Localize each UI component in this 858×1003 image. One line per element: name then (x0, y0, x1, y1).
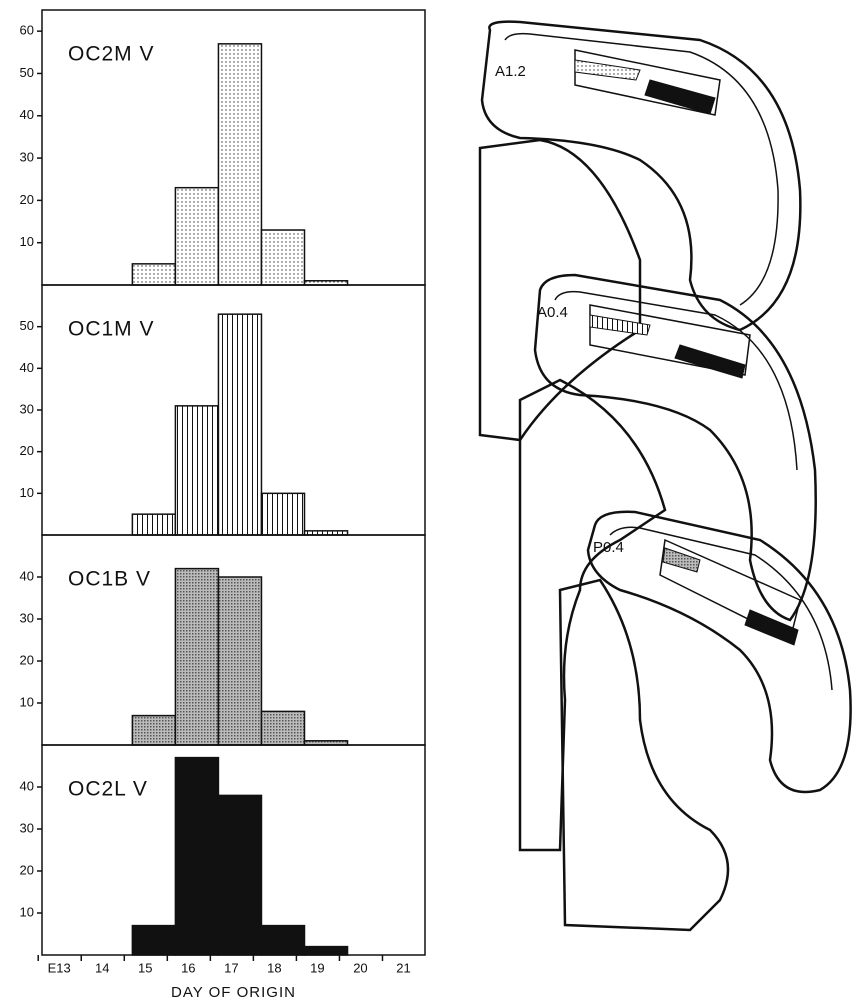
section-label: A0.4 (537, 304, 568, 321)
section-shape (588, 512, 851, 792)
bar (261, 711, 304, 745)
section-label: A1.2 (495, 63, 526, 80)
x-tick-label: 18 (267, 960, 281, 975)
midline-block (520, 380, 665, 850)
x-tick-label: 14 (95, 960, 109, 975)
panel-title: OC1M V (68, 318, 155, 341)
brain-sections: A1.2 A0.4 P0.4 (480, 22, 851, 930)
y-tick-label: 30 (20, 401, 34, 416)
y-tick-label: 30 (20, 150, 34, 165)
bar (218, 795, 261, 955)
y-tick-label: 20 (20, 652, 34, 667)
x-tick-label: 19 (310, 960, 324, 975)
x-tick-label: 21 (396, 960, 410, 975)
y-tick-label: 20 (20, 443, 34, 458)
x-tick-label: 15 (138, 960, 152, 975)
page: {"chart_data": [ {"type": "histogram", "… (0, 0, 858, 1003)
y-tick-label: 20 (20, 862, 34, 877)
x-tick-label: 16 (181, 960, 195, 975)
y-tick-label: 10 (20, 234, 34, 249)
bar (218, 44, 261, 285)
y-tick-label: 10 (20, 485, 34, 500)
y-tick-label: 10 (20, 904, 34, 919)
bar (175, 758, 218, 955)
y-tick-label: 30 (20, 820, 34, 835)
bar (175, 569, 218, 745)
y-tick-label: 20 (20, 192, 34, 207)
x-axis-label: DAY OF ORIGIN (171, 984, 296, 1001)
y-tick-label: 40 (20, 778, 34, 793)
panel-title: OC2M V (68, 43, 155, 66)
x-tick-label: E13 (48, 960, 71, 975)
panel-title: OC1B V (68, 568, 151, 591)
bar (132, 926, 175, 955)
y-tick-label: 10 (20, 694, 34, 709)
bar (132, 264, 175, 285)
y-tick-label: 40 (20, 568, 34, 583)
y-tick-label: 40 (20, 107, 34, 122)
midline-block (560, 580, 728, 930)
bar (175, 188, 218, 285)
y-tick-label: 40 (20, 360, 34, 375)
bar (175, 406, 218, 535)
figure: A1.2 A0.4 P0.4 10 20 30 40 50 60 OC2M V 10 20 30 4… (0, 0, 858, 1003)
y-tick-label: 50 (20, 318, 34, 333)
bar (132, 514, 175, 535)
y-tick-label: 50 (20, 65, 34, 80)
section-label: P0.4 (593, 539, 624, 556)
bar (261, 230, 304, 285)
bar (305, 947, 348, 955)
bar (132, 716, 175, 745)
y-tick-label: 30 (20, 610, 34, 625)
x-tick-label: 17 (224, 960, 238, 975)
y-tick-label: 60 (20, 23, 34, 38)
bar (218, 577, 261, 745)
x-tick-label: 20 (353, 960, 367, 975)
bar (261, 926, 304, 955)
panel-title: OC2L V (68, 778, 148, 801)
bar (261, 493, 304, 535)
bar (218, 314, 261, 535)
midline-block (480, 140, 640, 440)
